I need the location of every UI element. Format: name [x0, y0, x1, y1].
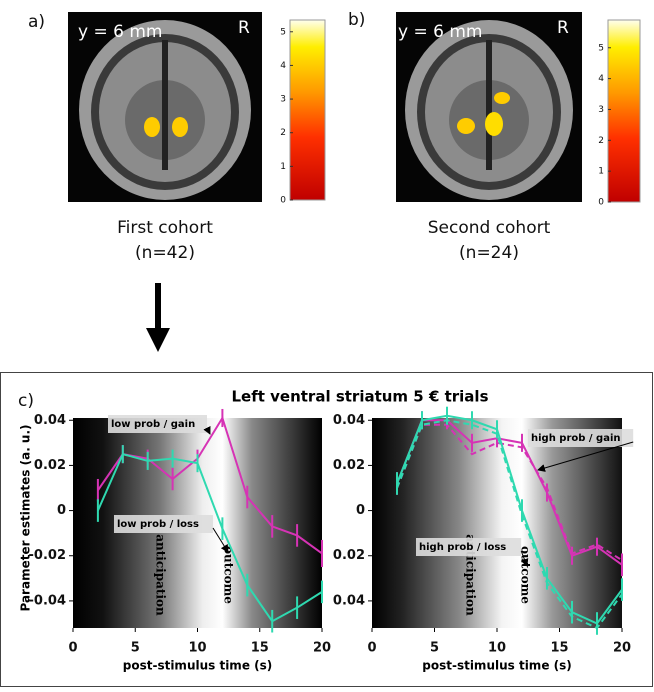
- series-label: high prob / loss: [419, 542, 506, 553]
- colorbar-tick-label: 0: [280, 196, 286, 206]
- slice-label: y = 6 mm: [398, 22, 482, 42]
- y-axis-label: Parameter estimates (a. u.): [19, 424, 33, 611]
- y-tick-label: 0.04: [333, 413, 365, 428]
- x-tick-label: 20: [613, 641, 631, 656]
- arrow-head: [146, 328, 170, 352]
- panel-label: c): [18, 391, 34, 411]
- figure: a) y = 6 mm R First cohort (n=42) b) y =…: [0, 0, 654, 688]
- x-tick-label: 0: [367, 641, 376, 656]
- colorbar-tick-label: 1: [598, 167, 604, 177]
- y-tick-label: 0.04: [333, 593, 365, 608]
- colorbar-tick-label: 5: [280, 27, 286, 37]
- y-tick-label: 0.04: [34, 413, 66, 428]
- colorbar-tick-label: 4: [598, 74, 604, 84]
- caption-n: (n=42): [135, 243, 195, 263]
- series-label: low prob / gain: [111, 419, 195, 430]
- series-label: high prob / gain: [531, 433, 621, 444]
- x-tick-label: 20: [313, 641, 331, 656]
- colorbar-tick-label: 3: [280, 95, 286, 105]
- x-tick-label: 15: [550, 641, 568, 656]
- x-tick-label: 15: [251, 641, 269, 656]
- x-tick-label: 10: [188, 641, 206, 656]
- colorbar-tick-label: 1: [280, 162, 286, 172]
- y-tick-label: 0.02: [333, 458, 365, 473]
- y-tick-label: 0.02: [333, 548, 365, 563]
- caption-n: (n=24): [459, 243, 519, 263]
- y-tick-label: 0.02: [34, 458, 66, 473]
- colorbar-tick-label: 5: [598, 43, 604, 53]
- x-tick-label: 10: [488, 641, 506, 656]
- x-axis-label: post-stimulus time (s): [123, 659, 273, 673]
- slice-label: y = 6 mm: [78, 22, 162, 42]
- series-label: low prob / loss: [117, 519, 199, 530]
- x-tick-label: 0: [68, 641, 77, 656]
- figure-title: Left ventral striatum 5 € trials: [231, 388, 488, 406]
- phase-label: anticipation: [154, 534, 168, 616]
- side-label: R: [557, 18, 569, 38]
- colorbar-tick-label: 0: [598, 198, 604, 208]
- x-axis-label: post-stimulus time (s): [422, 659, 572, 673]
- x-tick-label: 5: [430, 641, 439, 656]
- colorbar-tick-label: 2: [280, 128, 286, 138]
- y-tick-label: -0.02: [29, 548, 66, 563]
- colorbar: [608, 20, 640, 202]
- y-tick-label: -0.04: [29, 593, 66, 608]
- colorbar-tick-label: 3: [598, 105, 604, 115]
- y-tick-label: 0: [57, 503, 66, 518]
- panel-label: b): [348, 10, 365, 30]
- side-label: R: [238, 18, 250, 38]
- panel-label: a): [28, 12, 45, 32]
- caption: First cohort: [117, 218, 213, 238]
- y-tick-label: 0: [356, 503, 365, 518]
- colorbar-tick-label: 4: [280, 61, 286, 71]
- colorbar-tick-label: 2: [598, 136, 604, 146]
- x-tick-label: 5: [131, 641, 140, 656]
- caption: Second cohort: [428, 218, 551, 238]
- colorbar: [290, 20, 325, 200]
